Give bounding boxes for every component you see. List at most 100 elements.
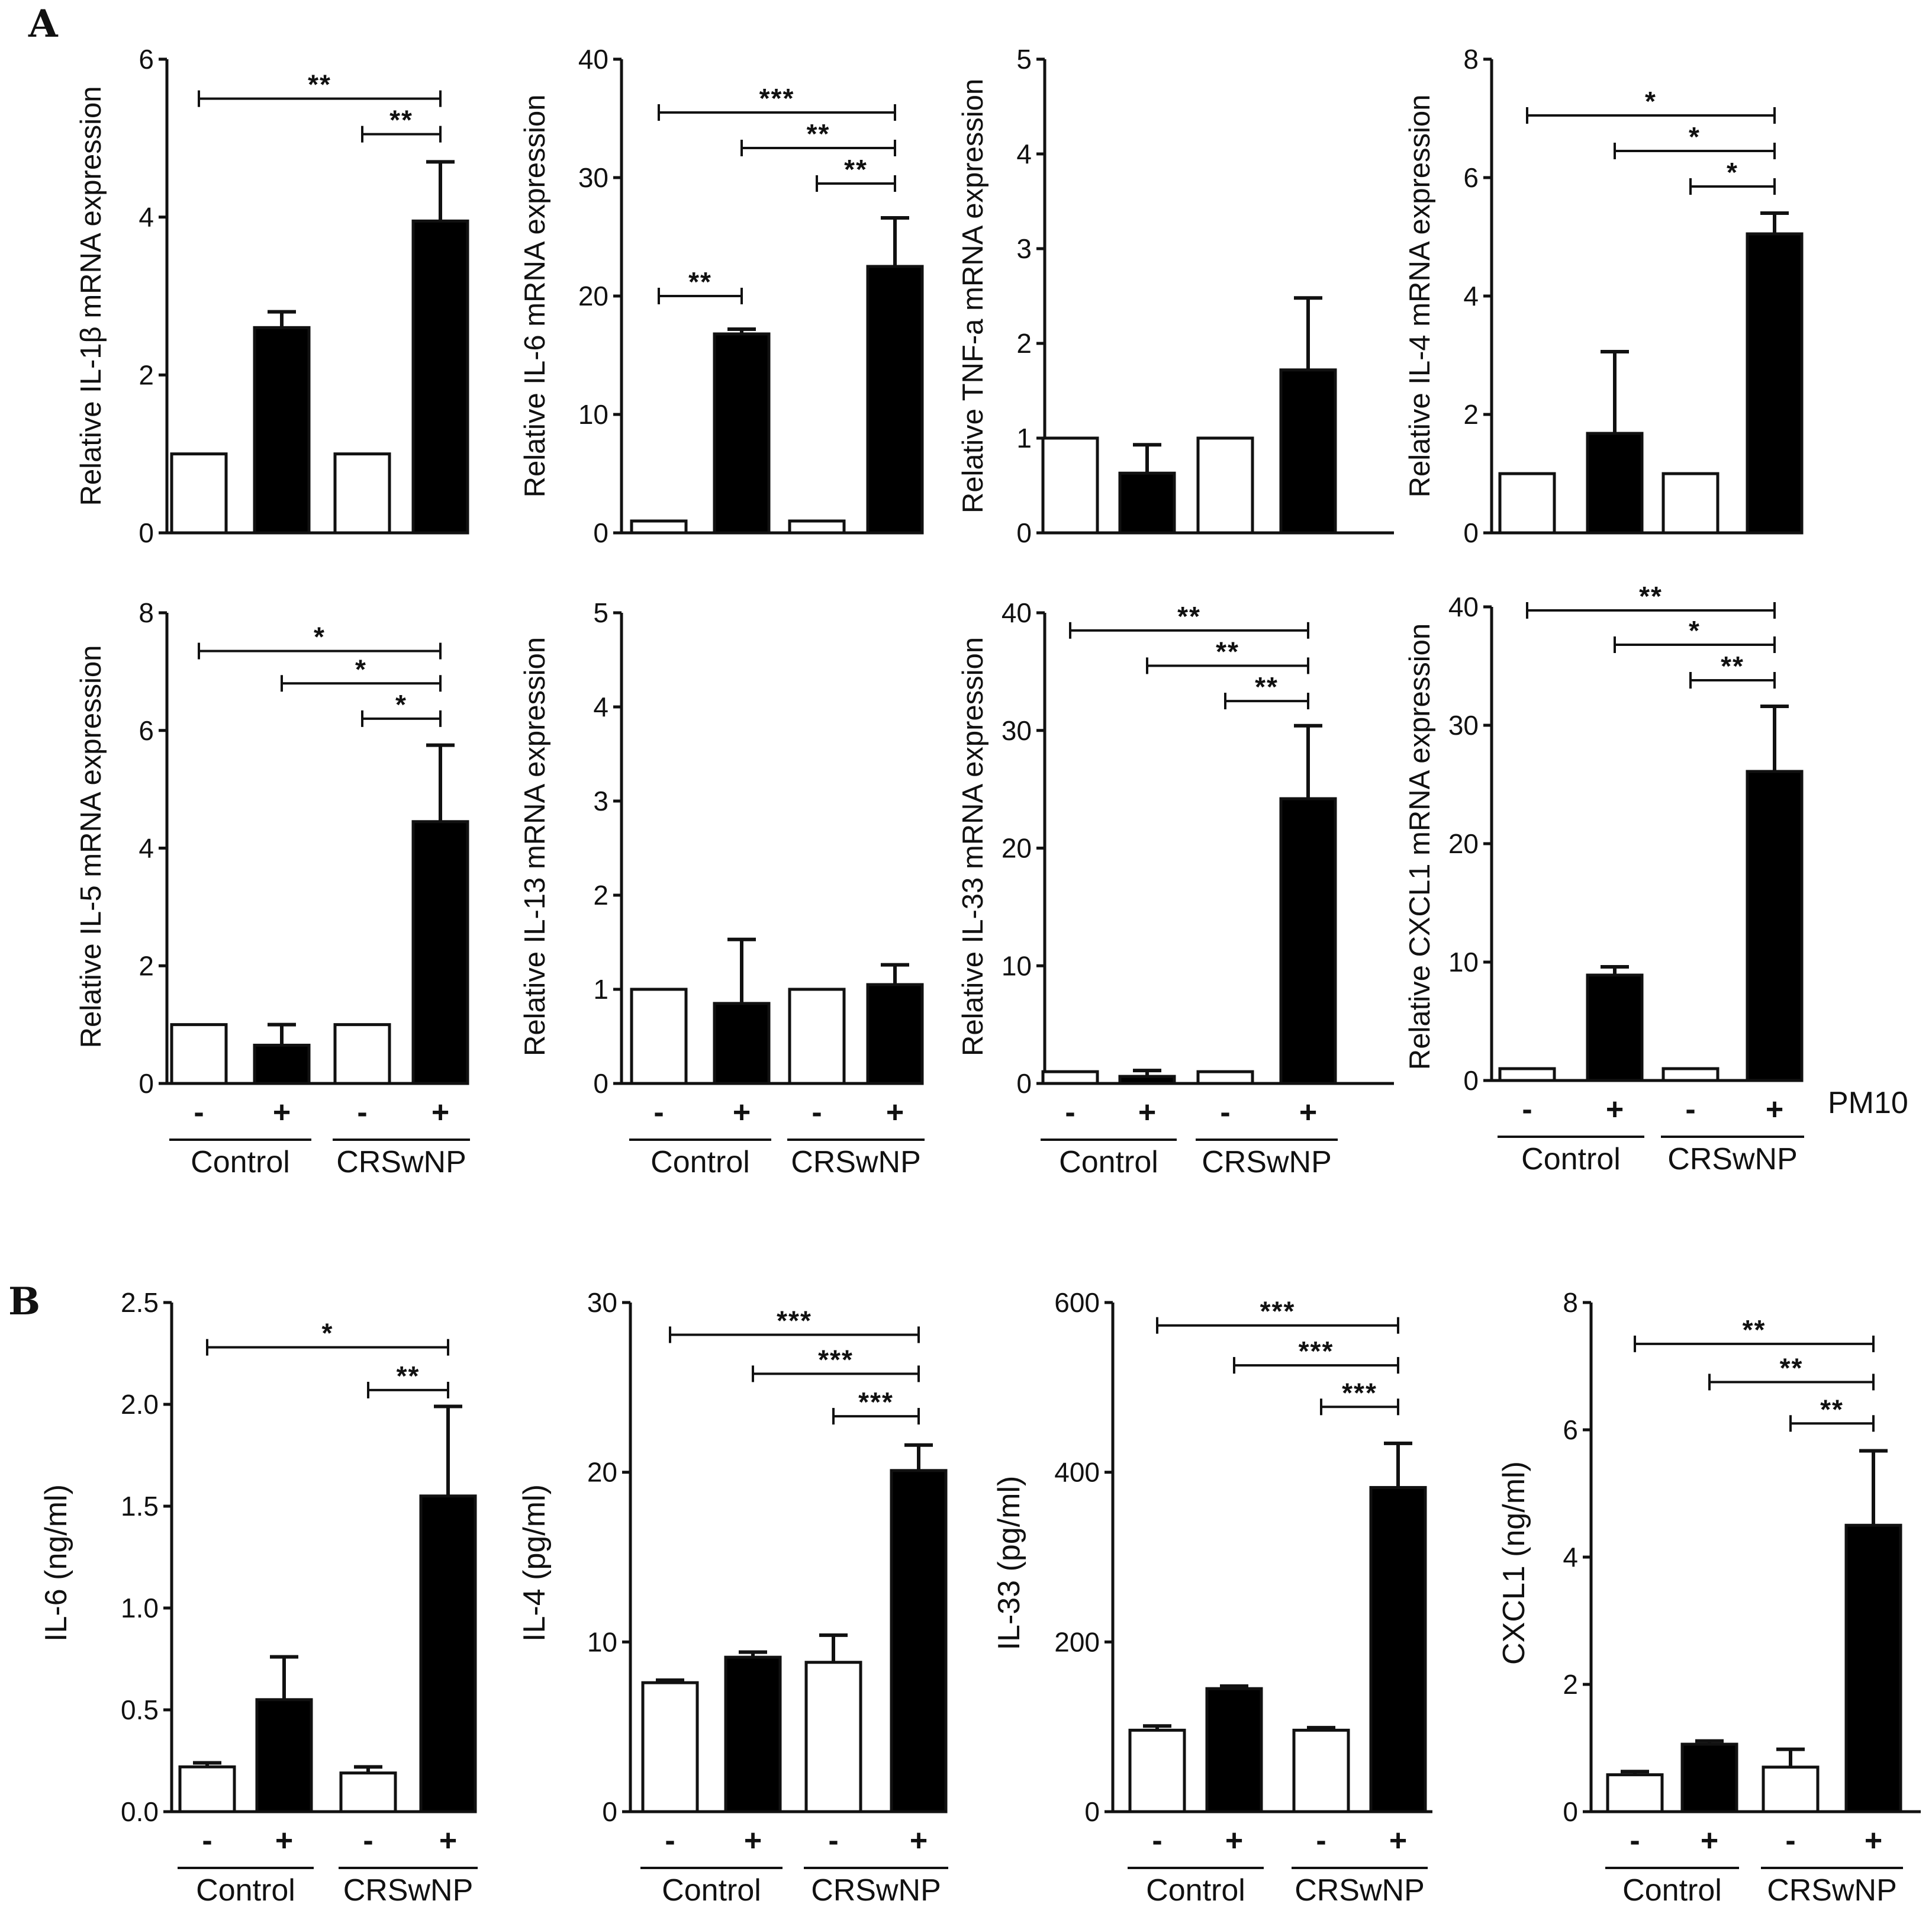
y-tick-label: 2 [139,359,154,390]
chart-a7: 0 10 20 30 40 Relative IL-33 mRNA expression *… [957,597,1394,1179]
significance-bracket: *** [669,1305,920,1343]
bar-1 [1498,1067,1556,1082]
chart-a6: 0 1 2 3 4 5 Relative IL-13 mRNA expression - + - +… [519,597,925,1179]
significance-bracket: ** [1708,1352,1875,1391]
y-tick-label: 4 [139,833,154,864]
condition-label-2: + [1225,1824,1243,1858]
bar-4 [1279,797,1337,1085]
y-tick-label: 20 [578,281,608,311]
bar-4 [1279,368,1337,535]
pm10-label: PM10 [1828,1086,1908,1120]
bar-3 [804,1661,862,1813]
significance-bracket: ** [198,69,442,107]
condition-label-1: - [1065,1095,1075,1130]
group-label-control: Control [196,1873,295,1907]
bar-3 [1292,1728,1350,1813]
y-tick-label: 20 [1448,828,1479,859]
y-tick-label: 2.0 [121,1389,159,1420]
significance-bracket: ** [1789,1394,1875,1432]
significance-label: ** [1743,1314,1766,1345]
condition-label-1: - [665,1824,675,1858]
bar-3 [1661,472,1720,535]
significance-bracket: *** [752,1344,920,1382]
group-label-control: Control [191,1145,290,1179]
significance-bracket: *** [832,1387,920,1425]
y-tick-label: 6 [1563,1414,1578,1445]
significance-bracket: * [1614,121,1776,159]
condition-label-2: + [1138,1095,1156,1130]
y-tick-label: 4 [1563,1542,1578,1572]
bar-4 [1746,770,1804,1082]
condition-label-4: + [1865,1824,1882,1858]
condition-label-1: - [202,1824,212,1858]
group-label-control: Control [651,1145,750,1179]
significance-bracket: * [198,622,442,660]
significance-label: * [322,1318,334,1349]
y-tick-label: 0.5 [121,1694,159,1725]
bar-2 [253,326,311,535]
significance-label: ** [1255,671,1279,702]
chart-b1: 0.00.51.01.52.02.5IL-6 (ng/ml)***- + - +Con… [39,1287,478,1907]
group-label-control: Control [1146,1873,1245,1907]
condition-label-1: - [1152,1824,1162,1858]
y-tick-label: 30 [1002,715,1032,746]
y-axis-label: IL-4 (pg/ml) [517,1484,552,1642]
y-tick-label: 0 [1463,1065,1479,1096]
significance-bracket: ** [1526,581,1776,619]
bar-2 [1586,432,1644,535]
significance-bracket: * [1689,157,1776,195]
bar-2 [1680,1742,1738,1813]
significance-bracket: ** [367,1361,449,1398]
bar-2 [1118,1075,1176,1085]
condition-label-3: - [812,1095,822,1130]
significance-label: ** [1216,636,1239,667]
y-tick-label: 3 [1016,233,1032,264]
significance-label: ** [308,69,331,100]
bar-4 [890,1469,948,1813]
bar-1 [1041,436,1099,535]
condition-label-4: + [1766,1092,1783,1127]
bar-1 [1041,1070,1099,1085]
significance-label: ** [389,105,413,136]
condition-label-3: - [357,1095,367,1130]
group-label-control: Control [1622,1873,1722,1907]
y-tick-label: 3 [593,786,608,816]
y-axis-label: Relative IL-6 mRNA expression [519,95,551,498]
significance-label: ** [844,154,868,185]
y-axis-label: Relative IL-1β mRNA expression [75,86,107,506]
y-tick-label: 600 [1054,1287,1100,1318]
y-tick-label: 40 [578,44,608,75]
chart-a5: 0 2 4 6 8 Relative IL-5 mRNA expression * * * - + -… [75,597,470,1179]
y-tick-label: 30 [587,1287,617,1318]
y-tick-label: 6 [139,44,154,75]
bar-1 [630,988,688,1085]
y-tick-label: 2 [1463,399,1479,430]
panel-label-b: B [8,1279,40,1324]
significance-label: *** [1260,1296,1296,1327]
bar-3 [1762,1765,1820,1813]
bar-3 [333,1023,391,1085]
y-tick-label: 4 [1016,139,1032,169]
bar-1 [1498,472,1556,535]
chart-a3: 0 1 2 3 4 5 Relative TNF-a mRNA expression [957,44,1394,548]
group-label-crswnp: CRSwNP [336,1145,466,1179]
significance-bracket: *** [1233,1336,1399,1374]
condition-label-3: - [828,1824,838,1858]
significance-bracket: * [281,654,442,692]
chart-b4: 0 2 4 6 8 CXCL1 (ng/ml) ** ** ** - + - + Control CRSwN… [1497,1287,1921,1907]
bar-2 [1205,1687,1263,1813]
bar-3 [1196,1070,1254,1085]
bar-4 [866,265,924,535]
bar-3 [333,452,391,535]
bar-1 [170,1023,228,1085]
group-label-control: Control [1521,1142,1621,1176]
condition-label-4: + [910,1824,928,1858]
y-tick-label: 4 [139,202,154,233]
bar-2 [1118,471,1176,535]
significance-bracket: ** [361,105,442,143]
condition-label-2: + [1606,1092,1624,1127]
y-tick-label: 2 [1563,1669,1578,1700]
condition-label-2: + [733,1095,751,1130]
bar-1 [630,519,688,535]
